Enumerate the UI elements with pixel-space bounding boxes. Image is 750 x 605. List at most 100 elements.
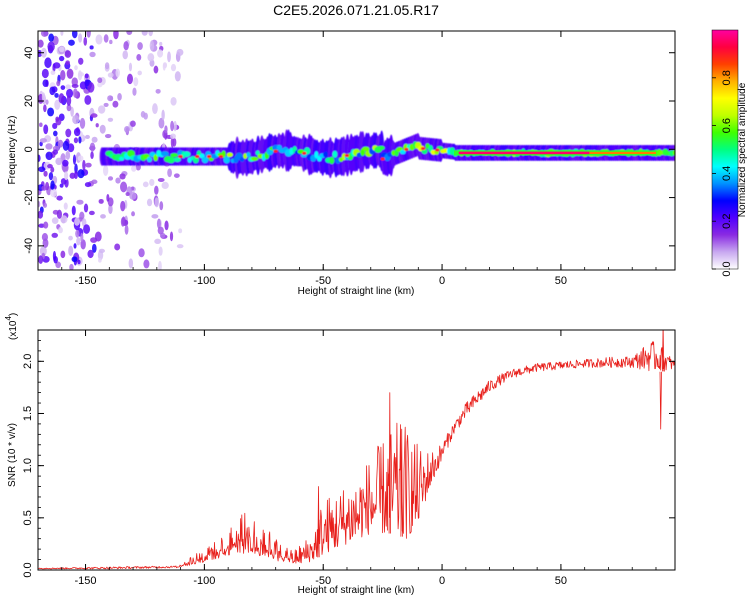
spectrogram-noise-speck bbox=[52, 250, 57, 262]
spectrogram-noise-speck bbox=[58, 55, 65, 62]
spectrogram-noise-speck bbox=[147, 53, 155, 62]
spectrogram-noise-speck bbox=[39, 138, 47, 143]
colorbar-label: Normalized spectral amplitude bbox=[737, 82, 748, 217]
spectrogram-band-blob bbox=[332, 150, 338, 158]
spectrogram-noise-speck bbox=[38, 39, 44, 48]
snr-y-tick-label: 1.0 bbox=[22, 458, 34, 473]
colorbar-gradient bbox=[711, 29, 739, 270]
spectrogram-noise-speck bbox=[45, 99, 49, 105]
spectrogram-band-blob bbox=[377, 145, 385, 150]
spectrogram-noise-speck bbox=[97, 82, 103, 88]
spectrogram-noise-speck bbox=[159, 41, 163, 47]
spectrogram-band-blob bbox=[199, 153, 205, 159]
spectrogram-noise-speck bbox=[73, 127, 81, 137]
snr-x-tick-label: -100 bbox=[193, 575, 215, 587]
spectrogram-noise-speck bbox=[38, 154, 41, 162]
spectrogram-frame bbox=[37, 30, 676, 271]
spectrogram-band-blob bbox=[170, 153, 179, 158]
spectrogram-band-blob bbox=[672, 149, 675, 156]
spectrogram-noise-speck bbox=[42, 79, 49, 87]
spectrogram-noise-speck bbox=[137, 42, 143, 50]
spectrogram-noise-speck bbox=[43, 124, 49, 135]
colorbar-tick-label: 0.0 bbox=[721, 261, 733, 276]
spectrogram-noise-speck bbox=[84, 95, 92, 105]
spectrogram-noise-speck bbox=[41, 185, 47, 191]
spectrogram-noise-speck bbox=[55, 261, 62, 269]
spectrogram-noise-speck bbox=[98, 258, 102, 263]
spectrogram-noise-speck bbox=[170, 136, 174, 148]
spectrogram-noise-speck bbox=[51, 232, 59, 238]
spectrogram-y-tick-label: 0 bbox=[23, 146, 35, 152]
spectrogram-band-blob bbox=[314, 151, 319, 159]
spectrogram-noise-speck bbox=[170, 133, 176, 139]
spectrogram-noise-speck bbox=[164, 125, 168, 134]
spectrogram-noise-speck bbox=[158, 117, 165, 129]
spectrogram-noise-speck bbox=[103, 102, 109, 107]
spectrogram-noise-speck bbox=[54, 92, 59, 98]
spectrogram-noise-speck bbox=[90, 151, 94, 159]
spectrogram-noise-speck bbox=[141, 31, 148, 36]
snr-multiplier-exp: 4 bbox=[4, 316, 13, 321]
spectrogram-noise-speck bbox=[167, 168, 172, 178]
spectrogram-noise-speck bbox=[84, 79, 90, 87]
spectrogram-noise-speck bbox=[154, 185, 159, 195]
spectrogram-hot-spot bbox=[218, 154, 224, 159]
spectrogram-noise-speck bbox=[91, 243, 97, 253]
spectrogram-noise-speck bbox=[50, 188, 58, 198]
spectrogram-noise-speck bbox=[154, 197, 159, 208]
spectrogram-noise-speck bbox=[75, 229, 80, 238]
snr-x-tick-label: 0 bbox=[439, 575, 445, 587]
spectrogram-noise-speck bbox=[40, 31, 49, 37]
figure-title: C2E5.2026.071.21.05.R17 bbox=[273, 2, 439, 18]
spectrogram-noise-speck bbox=[126, 31, 133, 36]
spectrogram-noise-speck bbox=[153, 65, 159, 74]
spectrogram-noise-speck bbox=[170, 97, 177, 106]
spectrogram-band-blob bbox=[329, 156, 335, 165]
spectrogram-noise-speck bbox=[58, 46, 65, 53]
spectrogram-noise-speck bbox=[60, 31, 64, 36]
spectrogram-noise-speck bbox=[59, 183, 64, 188]
spectrogram-noise-speck bbox=[158, 260, 162, 270]
snr-multiplier-base: (x10 bbox=[8, 320, 19, 340]
spectrogram-noise-speck bbox=[39, 141, 43, 147]
spectrogram-noise-speck bbox=[157, 49, 164, 58]
spectrogram-noise-speck bbox=[157, 226, 164, 235]
spectrogram-noise-speck bbox=[39, 246, 47, 257]
spectrogram-noise-speck bbox=[143, 112, 148, 120]
spectrogram-noise-speck bbox=[68, 235, 73, 241]
spectrogram-noise-speck bbox=[176, 48, 184, 56]
spectrogram-noise-speck bbox=[73, 243, 77, 249]
spectrogram-noise-speck bbox=[146, 198, 153, 207]
spectrogram-band-blob bbox=[362, 146, 370, 152]
spectrogram-noise-speck bbox=[125, 192, 130, 197]
spectrogram-x-tick-label: -150 bbox=[75, 275, 97, 287]
colorbar-tick-label: 0.2 bbox=[721, 214, 733, 229]
snr-series-line bbox=[38, 330, 675, 570]
spectrogram-x-tick-label: -100 bbox=[193, 275, 215, 287]
spectrogram-noise-speck bbox=[66, 68, 74, 79]
spectrogram-band-blob bbox=[127, 149, 135, 157]
spectrogram-noise-speck bbox=[162, 62, 166, 71]
spectrogram-band-blob bbox=[250, 156, 259, 161]
spectrogram-noise-speck bbox=[174, 71, 181, 82]
snr-multiplier: (x104) bbox=[4, 313, 19, 340]
snr-y-label: SNR (10 * v/v) bbox=[7, 423, 18, 487]
spectrogram-x-tick-label: -50 bbox=[315, 275, 331, 287]
spectrogram-y-tick-label: 40 bbox=[23, 47, 35, 59]
spectrogram-noise-speck bbox=[86, 31, 91, 38]
spectrogram-band-blob bbox=[201, 156, 209, 164]
spectrogram-noise-speck bbox=[39, 122, 43, 128]
spectrogram-noise-speck bbox=[53, 62, 61, 69]
spectrogram-band-blob bbox=[323, 151, 329, 158]
spectrogram-noise-speck bbox=[78, 57, 84, 65]
spectrogram-noise-speck bbox=[176, 244, 184, 249]
spectrogram-noise-speck bbox=[95, 123, 99, 128]
spectrogram-noise-speck bbox=[56, 195, 63, 201]
spectrogram-noise-speck bbox=[88, 210, 95, 216]
spectrogram-x-label: Height of straight line (km) bbox=[298, 286, 415, 297]
spectrogram-noise-speck bbox=[71, 83, 79, 89]
spectrogram-noise-speck bbox=[124, 224, 129, 235]
spectrogram-noise-speck bbox=[68, 39, 75, 46]
spectrogram-noise-speck bbox=[107, 176, 114, 181]
spectrogram-noise-speck bbox=[107, 95, 114, 102]
